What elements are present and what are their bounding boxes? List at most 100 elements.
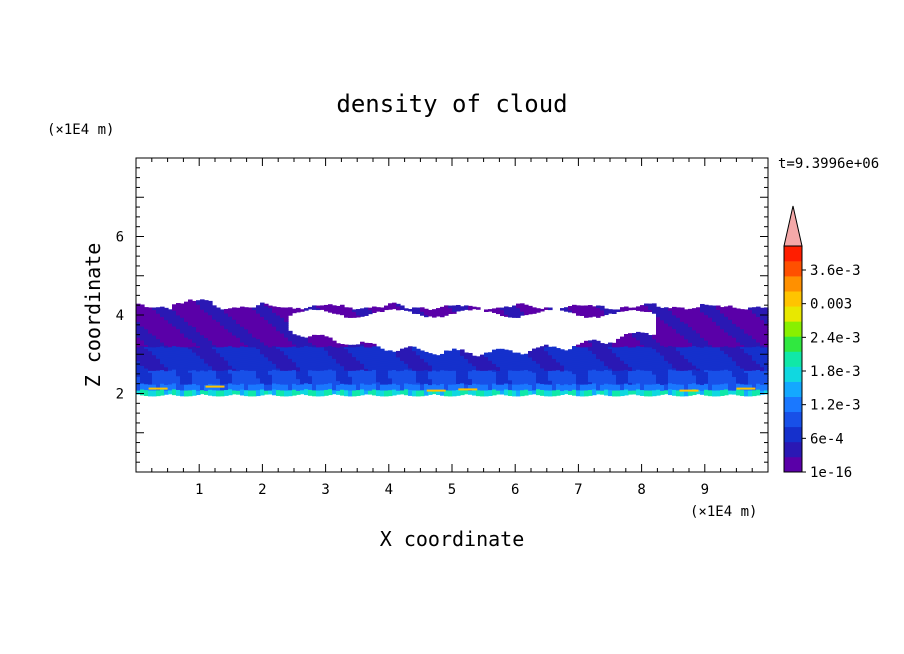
cloud-cell: [152, 354, 157, 358]
cloud-cell: [472, 393, 477, 396]
cloud-cell: [168, 330, 173, 334]
cloud-cell: [136, 305, 141, 309]
cloud-cell: [244, 309, 249, 312]
cloud-cell: [640, 332, 645, 336]
cloud-cell: [152, 366, 157, 369]
cloud-cell: [324, 385, 329, 388]
cloud-cell: [664, 370, 669, 373]
cloud-cell: [144, 375, 149, 379]
cloud-cell: [168, 323, 173, 326]
cloud-cell: [240, 341, 245, 345]
cloud-cell: [156, 362, 161, 365]
cloud-cell: [512, 384, 517, 387]
cloud-cell: [244, 318, 249, 322]
cloud-cell: [632, 334, 637, 338]
cloud-cell: [304, 380, 309, 384]
cloud-cell: [308, 338, 313, 341]
cloud-cell: [632, 358, 637, 362]
cloud-cell: [140, 331, 145, 335]
cloud-cell: [136, 311, 141, 315]
cloud-cell: [172, 359, 177, 362]
cloud-cell: [460, 378, 465, 382]
cloud-cell: [148, 329, 153, 332]
cloud-cell: [256, 360, 261, 363]
cloud-cell: [424, 377, 429, 380]
cloud-cell: [260, 377, 265, 380]
cloud-cell: [464, 372, 469, 375]
cloud-cell: [660, 356, 665, 360]
cloud-cell: [368, 384, 373, 387]
cloud-cell: [532, 309, 537, 312]
cloud-cell: [628, 368, 633, 372]
cloud-cell: [540, 391, 545, 394]
cloud-cell: [644, 309, 649, 312]
cloud-cell: [496, 350, 501, 354]
cloud-cell: [452, 374, 457, 377]
cloud-cell: [180, 385, 185, 389]
cloud-cell: [308, 373, 313, 377]
cloud-cell: [240, 361, 245, 365]
cloud-cell: [688, 365, 693, 369]
cloud-cell: [624, 373, 629, 376]
cloud-cell: [180, 336, 185, 340]
cloud-cell: [344, 391, 349, 395]
cloud-cell: [188, 352, 193, 356]
cloud-cell: [696, 342, 701, 346]
cloud-cell: [580, 362, 585, 366]
cloud-cell: [612, 366, 617, 369]
cloud-cell: [424, 308, 429, 312]
cloud-cell: [684, 376, 689, 379]
cloud-cell: [300, 379, 305, 383]
cloud-cell: [328, 341, 333, 345]
cloud-cell: [476, 360, 481, 363]
cloud-cell: [636, 331, 641, 335]
cloud-cell: [500, 311, 505, 315]
cloud-cell: [152, 368, 157, 371]
cloud-cell: [256, 346, 261, 349]
cloud-cell: [200, 328, 205, 332]
cloud-cell: [176, 308, 181, 312]
cloud-cell: [228, 312, 233, 315]
cloud-cell: [188, 346, 193, 350]
cloud-cell: [364, 386, 369, 389]
cloud-cell: [660, 335, 665, 338]
cloud-cell: [172, 357, 177, 360]
cloud-cell: [228, 343, 233, 347]
cloud-cell: [204, 382, 209, 386]
cloud-cell: [228, 390, 233, 394]
cloud-cell: [608, 356, 613, 359]
cloud-cell: [376, 377, 381, 381]
cloud-cell: [712, 393, 717, 397]
cloud-cell: [680, 382, 685, 385]
cloud-cell: [200, 348, 205, 351]
cloud-cell: [256, 366, 261, 369]
cloud-cell: [296, 382, 301, 386]
cloud-cell: [280, 342, 285, 346]
cloud-cell: [208, 320, 213, 324]
cloud-cell: [684, 315, 689, 318]
cloud-cell: [264, 303, 269, 307]
cloud-cell: [232, 362, 237, 365]
cloud-cell: [160, 314, 165, 318]
cloud-cell: [460, 369, 465, 372]
cloud-cell: [340, 359, 345, 363]
cloud-cell: [408, 308, 413, 312]
cloud-cell: [220, 380, 225, 383]
cloud-cell: [316, 391, 321, 395]
cloud-cell: [392, 302, 397, 306]
cloud-cell: [360, 314, 365, 317]
cloud-cell: [180, 315, 185, 318]
cloud-cell: [692, 365, 697, 368]
cloud-cell: [192, 344, 197, 347]
cloud-cell: [660, 374, 665, 378]
cloud-cell: [512, 393, 517, 397]
cloud-cell: [312, 342, 317, 346]
cloud-cell: [400, 350, 405, 354]
cloud-cell: [240, 353, 245, 357]
cloud-cell: [296, 360, 301, 364]
cloud-cell: [196, 390, 201, 394]
cloud-cell: [692, 327, 697, 331]
cloud-cell: [628, 341, 633, 344]
cloud-cell: [364, 346, 369, 350]
cloud-cell: [340, 383, 345, 386]
